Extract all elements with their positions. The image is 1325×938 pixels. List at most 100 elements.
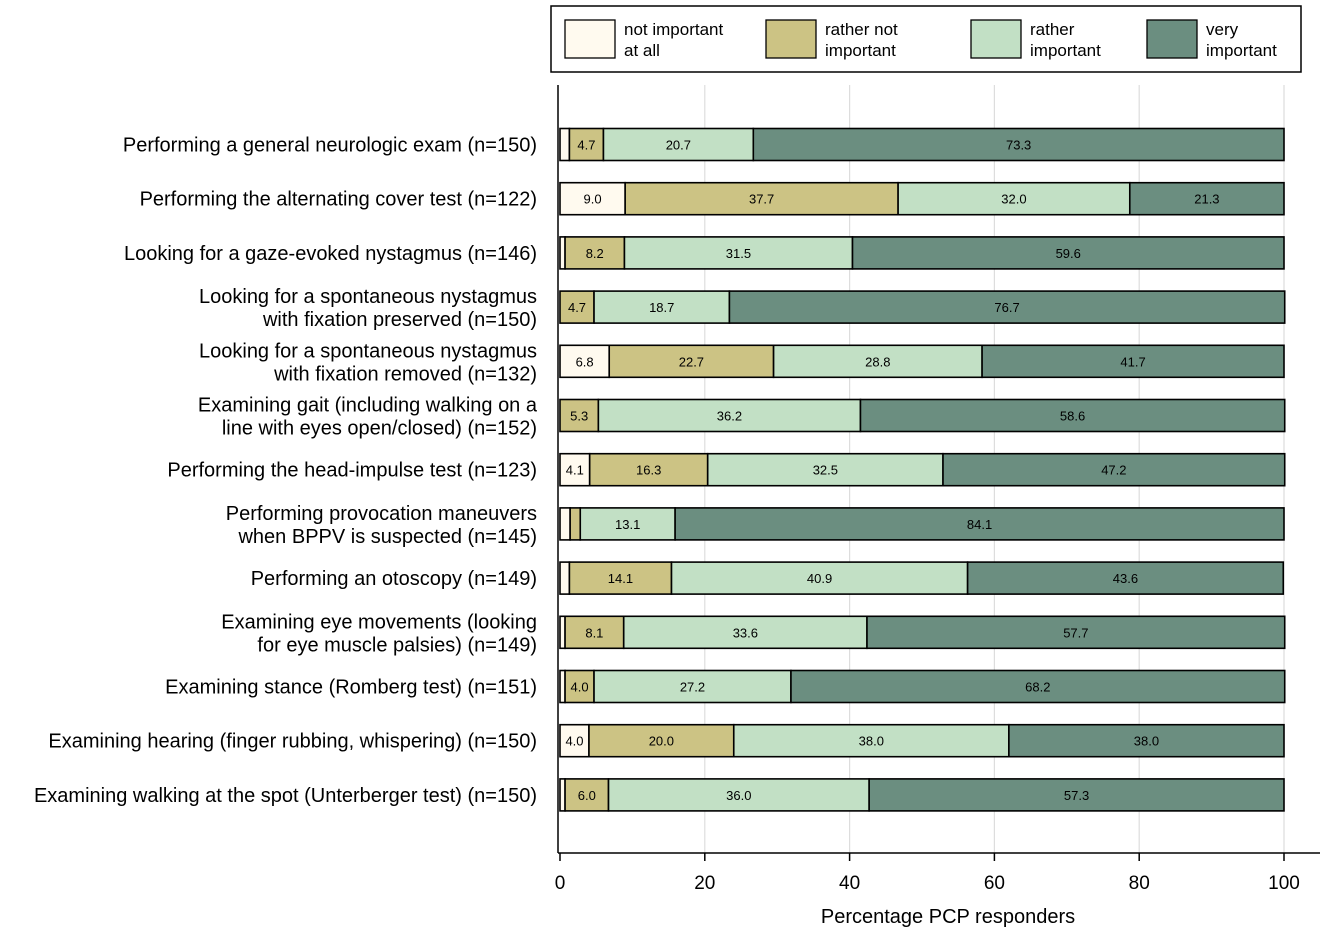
bar-data-label: 58.6 [1060,409,1085,424]
bar-segment [564,615,625,650]
bar-data-label: 4.0 [571,680,589,695]
category-label: line with eyes open/closed) (n=152) [222,418,537,440]
x-tick-label: 40 [839,873,860,894]
bar-data-label: 9.0 [584,192,602,207]
bar-data-label: 28.8 [865,354,890,369]
bar-segment [588,452,709,487]
category-label: for eye muscle palsies) (n=149) [257,634,537,656]
bar-data-label: 43.6 [1113,571,1138,586]
bar-segment [772,344,983,379]
legend-label: important [1206,41,1277,60]
bar-data-label: 41.7 [1120,354,1145,369]
bar-segment [564,778,610,812]
bar-segment [1008,723,1285,758]
legend-swatch [765,19,817,59]
bar-segment [752,127,1285,162]
bar-segment [559,127,571,162]
category-label: Examining hearing (finger rubbing, whisp… [48,731,537,753]
bar-segment [569,507,582,541]
bar-data-label: 59.6 [1056,246,1081,261]
bar-segment [568,561,673,595]
bar-data-label: 4.7 [568,300,586,315]
bar-data-label: 6.8 [576,354,594,369]
legend-label: very [1206,20,1239,39]
bar-data-label: 32.0 [1001,192,1026,207]
category-label: Looking for a spontaneous nystagmus [199,286,537,308]
category-label: Performing the alternating cover test (n… [140,189,537,211]
legend-label: important [825,41,896,60]
bar-data-label: 13.1 [615,517,640,532]
x-axis-title: Percentage PCP responders [821,906,1075,928]
category-label: with fixation preserved (n=150) [262,309,537,331]
bar-data-label: 22.7 [679,354,704,369]
bar-data-label: 14.1 [608,571,633,586]
legend-swatch [970,19,1022,59]
bar-data-label: 40.9 [807,571,832,586]
bar-data-label: 27.2 [680,680,705,695]
bar-data-label: 84.1 [967,517,992,532]
bar-segment [593,290,731,324]
bar-data-label: 47.2 [1101,463,1126,478]
bar-segment [866,615,1286,650]
category-label: Looking for a spontaneous nystagmus [199,340,537,362]
bar-data-label: 20.0 [649,734,674,749]
category-label: Performing the head-impulse test (n=123) [167,460,537,482]
bar-data-label: 32.5 [813,463,838,478]
bar-segment [942,452,1286,487]
bar-data-label: 18.7 [649,300,674,315]
bar-segment [981,344,1285,379]
category-label: Examining gait (including walking on a [198,395,538,417]
bar-data-label: 76.7 [994,300,1019,315]
bar-segment [966,561,1285,595]
bar-data-label: 57.3 [1064,788,1089,803]
bar-segment [602,127,755,162]
bar-data-label: 33.6 [733,625,758,640]
category-label: Performing a general neurologic exam (n=… [123,135,537,157]
bar-data-label: 8.2 [586,246,604,261]
bar-data-label: 4.1 [566,463,584,478]
legend-label: important [1030,41,1101,60]
x-tick-label: 60 [984,873,1005,894]
bar-segment [559,290,595,324]
bar-data-label: 37.7 [749,192,774,207]
bar-data-label: 16.3 [636,463,661,478]
legend-label: at all [624,41,660,60]
bar-data-label: 57.7 [1063,625,1088,640]
legend-label: rather [1030,20,1075,39]
bar-segment [897,181,1131,216]
bar-data-label: 31.5 [726,246,751,261]
bar-segment [559,507,571,541]
bar-segment [674,507,1285,541]
x-tick-label: 80 [1129,873,1150,894]
bar-segment [623,236,854,270]
bar-segment [622,615,868,650]
bar-segment [851,236,1285,270]
category-label: Examining walking at the spot (Unterberg… [34,785,537,807]
legend-swatch [564,19,616,59]
bar-data-label: 5.3 [570,409,588,424]
x-tick-label: 20 [694,873,715,894]
bar-segment [559,181,626,216]
bar-data-label: 36.2 [717,409,742,424]
x-tick-label: 0 [555,873,566,894]
bar-data-label: 8.1 [585,625,603,640]
bar-segment [564,236,626,270]
bar-segment [732,723,1010,758]
bar-segment [559,561,571,595]
bar-segment [868,778,1285,812]
category-label: Performing an otoscopy (n=149) [251,568,537,590]
bar-segment [564,669,595,704]
bar-segment [607,778,870,812]
legend-label: not important [624,20,723,39]
bar-segment [790,669,1286,704]
bar-data-label: 4.7 [577,138,595,153]
bar-data-label: 21.3 [1194,192,1219,207]
category-label: when BPPV is suspected (n=145) [237,526,537,548]
category-label: Performing provocation maneuvers [226,503,537,525]
bar-data-label: 36.0 [726,788,751,803]
bar-segment [670,561,969,595]
bar-data-label: 73.3 [1006,138,1031,153]
bar-segment [728,290,1286,324]
